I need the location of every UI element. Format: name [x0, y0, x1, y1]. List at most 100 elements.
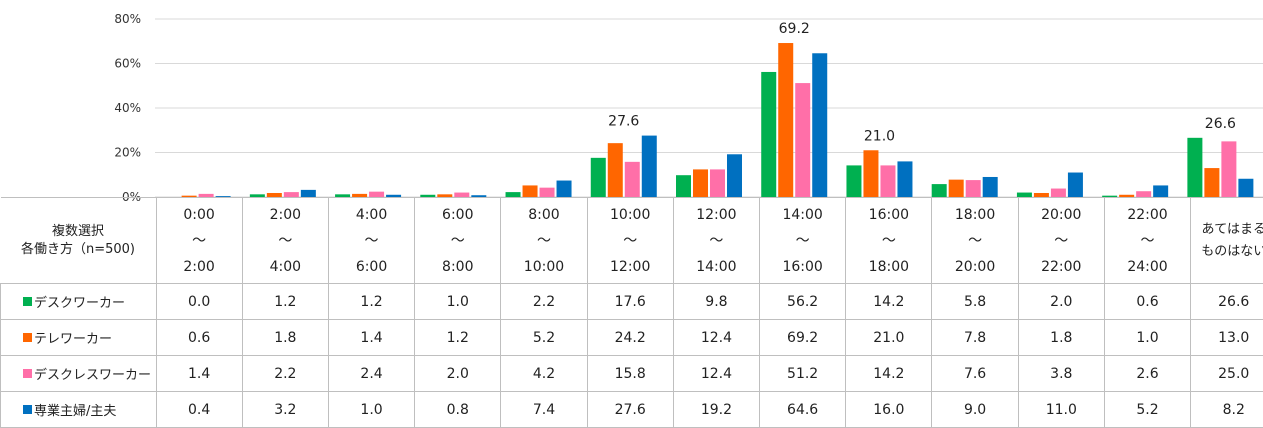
bar	[1238, 179, 1253, 197]
category-header: 6:00～8:00	[415, 198, 501, 284]
category-label: 8:00	[415, 254, 500, 280]
table-cell: 0.6	[1104, 284, 1190, 320]
category-label: 0:00	[157, 202, 242, 228]
table-cell: 27.6	[587, 392, 673, 428]
table-cell: 25.0	[1191, 356, 1263, 392]
legend-swatch	[23, 405, 32, 414]
bar	[966, 180, 981, 197]
table-cell: 2.6	[1104, 356, 1190, 392]
series-name: デスクレスワーカー	[34, 368, 151, 383]
bar	[795, 83, 810, 197]
bar	[949, 180, 964, 197]
series-name: 専業主婦/主夫	[34, 404, 116, 419]
bar	[710, 169, 725, 197]
y-tick-label: 80%	[114, 12, 141, 26]
table-cell: 14.2	[846, 356, 932, 392]
y-tick-label: 40%	[114, 101, 141, 115]
bar	[557, 181, 572, 197]
category-label: 22:00	[1105, 202, 1190, 228]
series-row-header: 専業主婦/主夫	[1, 392, 157, 428]
bar	[301, 190, 316, 197]
table-corner-line1: 複数選択	[1, 223, 156, 241]
category-label: 8:00	[501, 202, 586, 228]
bar	[983, 177, 998, 197]
bar	[1051, 189, 1066, 197]
legend-swatch	[23, 369, 32, 378]
table-cell: 1.2	[328, 284, 414, 320]
table-cell: 19.2	[673, 392, 759, 428]
category-label: 20:00	[1019, 202, 1104, 228]
category-header: 10:00～12:00	[587, 198, 673, 284]
category-label: 16:00	[846, 202, 931, 228]
table-cell: 2.2	[242, 356, 328, 392]
table-cell: 1.8	[242, 320, 328, 356]
table-cell: 2.0	[415, 356, 501, 392]
category-label: 14:00	[674, 254, 759, 280]
table-cell: 1.4	[328, 320, 414, 356]
category-label: 12:00	[674, 202, 759, 228]
series-row-header: デスクレスワーカー	[1, 356, 157, 392]
table-cell: 7.6	[932, 356, 1018, 392]
table-corner: 複数選択 各働き方（n=500)	[1, 198, 157, 284]
bar	[591, 158, 606, 197]
table-cell: 11.0	[1018, 392, 1104, 428]
table-cell: 5.8	[932, 284, 1018, 320]
series-name: デスクワーカー	[34, 296, 125, 311]
y-tick-label: 60%	[114, 57, 141, 71]
table-cell: 5.2	[1104, 392, 1190, 428]
bar-chart: 0%20%40%60%80%27.669.221.026.6	[0, 0, 1263, 210]
table-cell: 4.2	[501, 356, 587, 392]
category-label: 16:00	[760, 254, 845, 280]
bar	[761, 72, 776, 197]
table-cell: 7.4	[501, 392, 587, 428]
bar	[676, 175, 691, 197]
category-tilde: ～	[415, 228, 500, 254]
table-cell: 56.2	[760, 284, 846, 320]
category-tilde: ～	[1105, 228, 1190, 254]
series-name: テレワーカー	[34, 332, 112, 347]
category-header: 20:00～22:00	[1018, 198, 1104, 284]
bar	[727, 154, 742, 197]
table-cell: 12.4	[673, 320, 759, 356]
category-label: 4:00	[329, 202, 414, 228]
table-cell: 17.6	[587, 284, 673, 320]
category-header: 18:00～20:00	[932, 198, 1018, 284]
table-cell: 9.0	[932, 392, 1018, 428]
category-header: 0:00～2:00	[156, 198, 242, 284]
category-label: 2:00	[157, 254, 242, 280]
legend-swatch	[23, 297, 32, 306]
category-label: 4:00	[243, 254, 328, 280]
category-label: 6:00	[415, 202, 500, 228]
table-cell: 9.8	[673, 284, 759, 320]
table-cell: 64.6	[760, 392, 846, 428]
table-cell: 26.6	[1191, 284, 1263, 320]
table-cell: 15.8	[587, 356, 673, 392]
table-cell: 3.2	[242, 392, 328, 428]
bar	[642, 136, 657, 197]
bar	[693, 169, 708, 197]
category-label: 20:00	[932, 254, 1017, 280]
category-label: ものはない	[1191, 241, 1263, 263]
category-tilde: ～	[760, 228, 845, 254]
category-tilde: ～	[1019, 228, 1104, 254]
category-header: 4:00～6:00	[328, 198, 414, 284]
category-tilde: ～	[157, 228, 242, 254]
table-cell: 51.2	[760, 356, 846, 392]
series-row-header: テレワーカー	[1, 320, 157, 356]
bar	[1204, 168, 1219, 197]
bar	[846, 165, 861, 197]
table-cell: 5.2	[501, 320, 587, 356]
bar	[880, 165, 895, 197]
category-tilde: ～	[674, 228, 759, 254]
table-cell: 1.0	[415, 284, 501, 320]
table-cell: 2.4	[328, 356, 414, 392]
table-cell: 13.0	[1191, 320, 1263, 356]
category-label: あてはまる	[1191, 219, 1263, 241]
table-cell: 8.2	[1191, 392, 1263, 428]
category-label: 18:00	[846, 254, 931, 280]
table-cell: 14.2	[846, 284, 932, 320]
